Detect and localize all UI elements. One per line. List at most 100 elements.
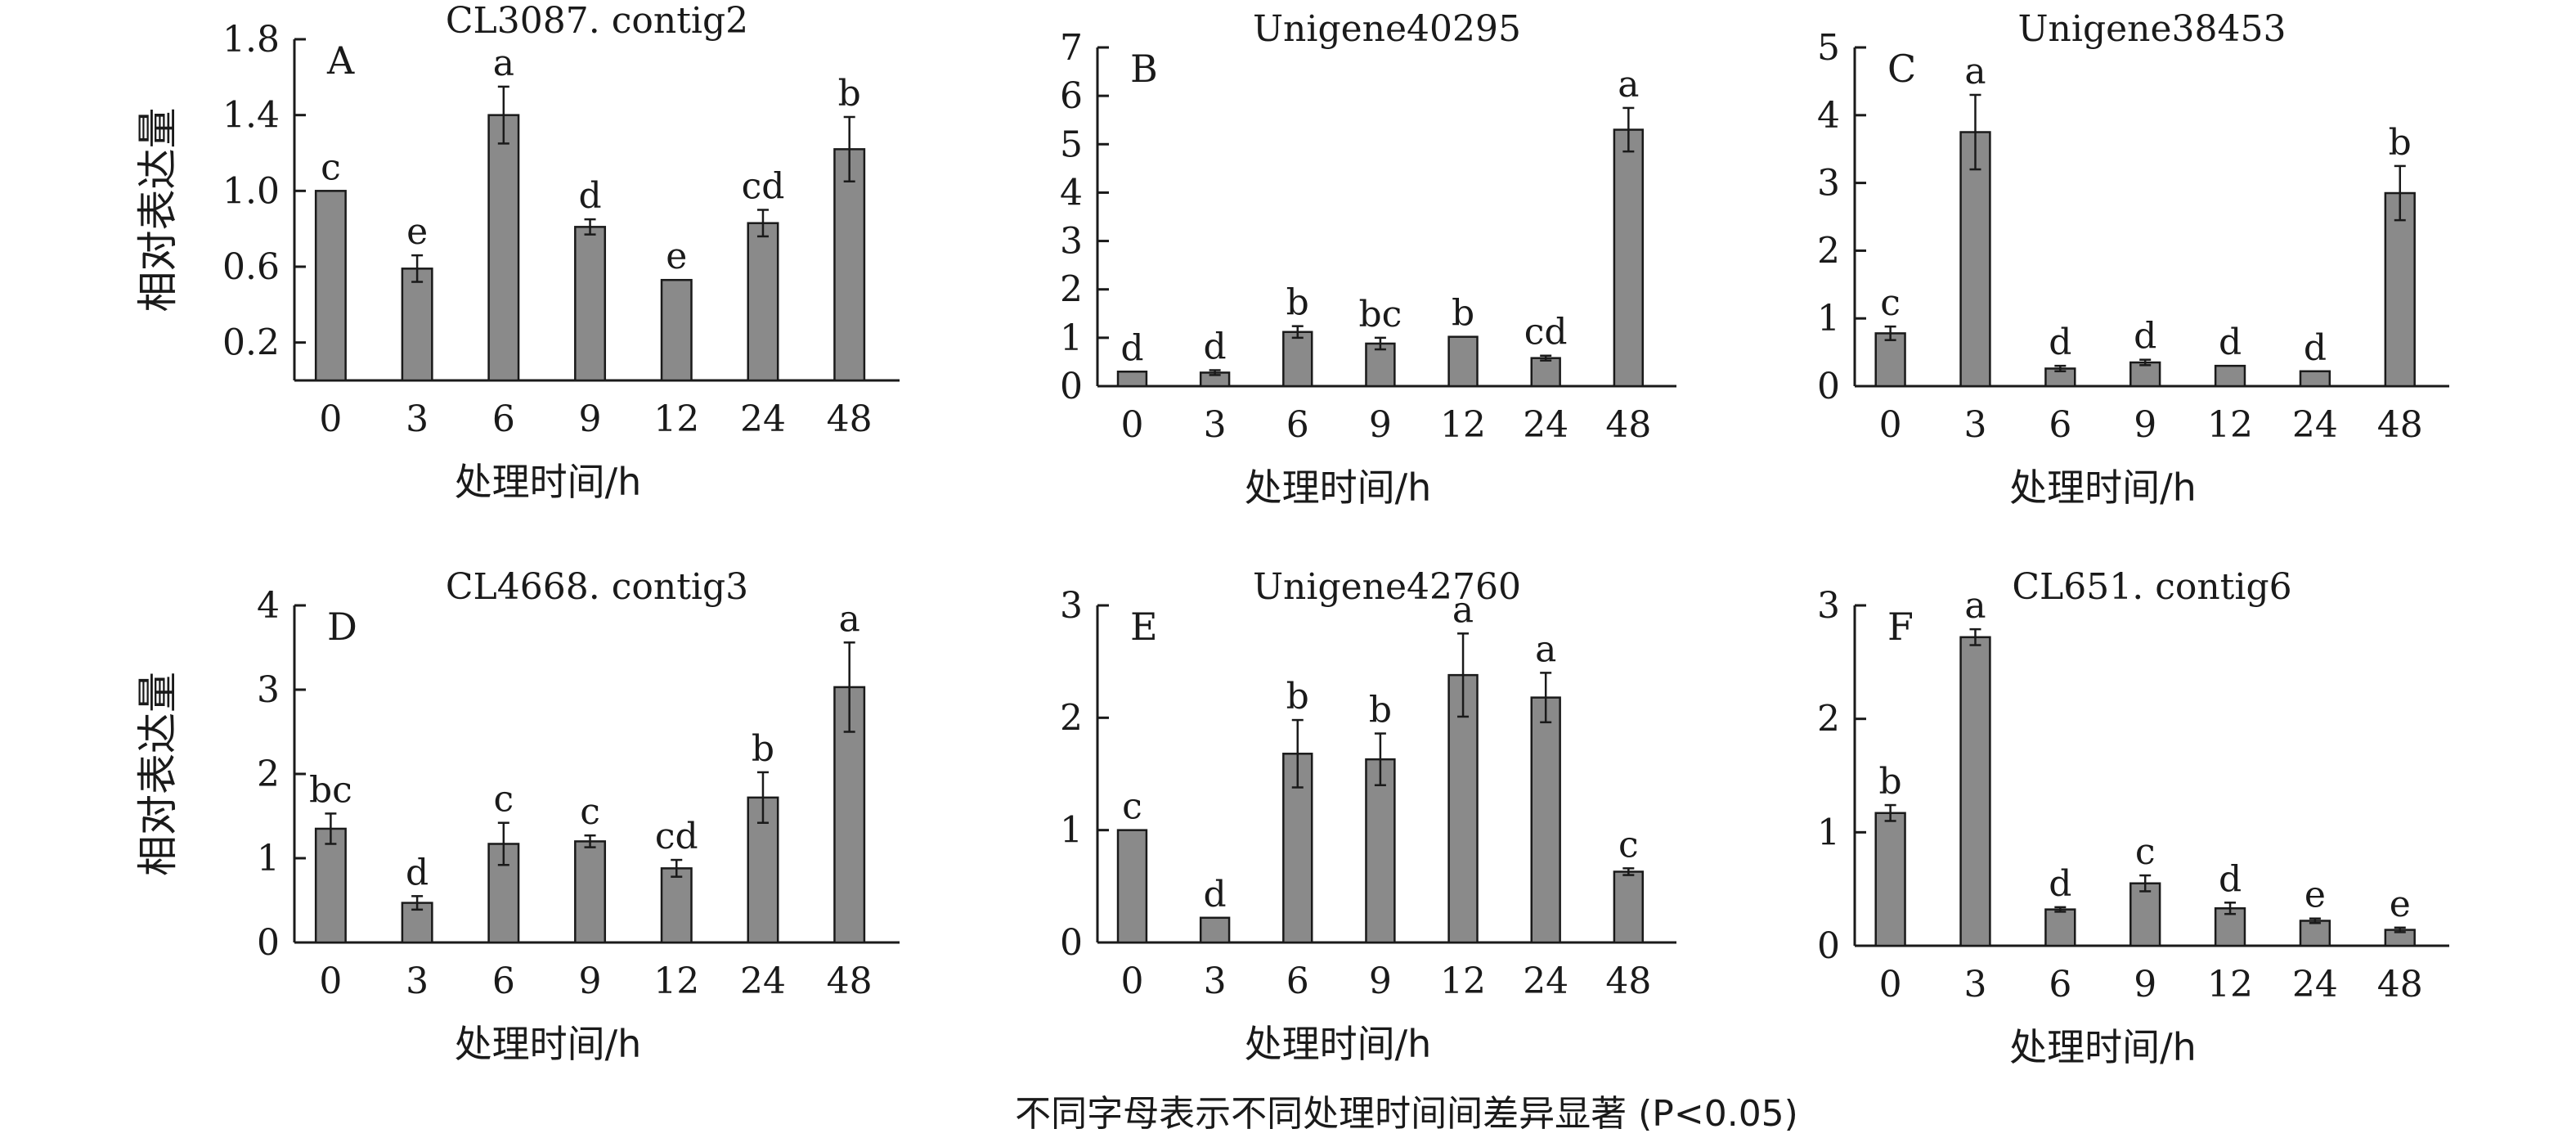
chart-e-sig-letter: c [1618,824,1639,866]
chart-f-ytick-label: 2 [1817,699,1840,740]
chart-f-ytick-label: 1 [1817,812,1840,853]
chart-a-bar [747,222,779,382]
chart-c-sig-letter: c [1880,282,1901,324]
chart-f-xtick-label: 3 [1963,964,1986,1005]
chart-f-bar [2129,882,2161,947]
chart-e-xtick-label: 3 [1204,960,1227,1002]
chart-c-xtick-label: 48 [2377,404,2423,446]
chart-b-ytick-label: 0 [1060,366,1083,407]
chart-b-xtick-label: 12 [1440,404,1486,446]
chart-a: 0.2 0.6 1.0 1.4 1.8 CL3087. contig2 Ac 0 e 3 a 6 d 9 e… [134,0,900,504]
chart-e-ytick-label: 2 [1060,697,1083,739]
chart-b-ytick-label: 5 [1060,124,1083,165]
chart-c-ytick-label: 4 [1817,95,1840,137]
chart-d-sig-letter: c [494,779,514,821]
chart-f-xtick-label: 6 [2049,964,2071,1005]
chart-d-sig-letter: b [752,728,774,770]
chart-b-panel-letter: B [1130,47,1158,91]
chart-c-ytick-label: 5 [1817,27,1840,69]
chart-b-sig-letter: cd [1524,312,1568,353]
chart-c-sig-letter: d [2219,322,2242,363]
chart-d-xlabel: 处理时间/h [455,1022,642,1066]
chart-e-sig-letter: b [1369,690,1392,731]
chart-a-sig-letter: a [493,43,514,84]
chart-d-ytick-label: 1 [257,838,280,879]
chart-a-bar [660,278,693,382]
chart-f-xtick-label: 24 [2292,964,2338,1005]
chart-b-ytick-label: 3 [1060,221,1083,263]
chart-a-ytick-label: 1.8 [222,19,280,61]
chart-c-bar [1959,131,1991,388]
chart-a-ytick-label: 0.2 [222,322,280,364]
chart-e-ytick-label: 3 [1060,585,1083,627]
chart-b-sig-letter: a [1618,64,1639,106]
chart-f-sig-letter: e [2304,875,2326,916]
chart-b-ytick-label: 1 [1060,317,1083,359]
chart-b-xtick-label: 3 [1204,404,1227,446]
chart-e-xtick-label: 6 [1286,960,1309,1002]
chart-a-bar [574,226,607,382]
chart-c-bar [2129,361,2161,388]
chart-f-panel-letter: F [1887,605,1914,649]
chart-b-xtick-label: 48 [1605,404,1651,446]
chart-f-bar [1874,812,1906,947]
chart-a-bar [833,148,866,382]
chart-f-sig-letter: c [2135,831,2156,873]
chart-a-xtick-label: 9 [579,398,602,440]
chart-d-ytick-label: 4 [257,585,280,627]
chart-a-sig-letter: c [321,146,341,188]
chart-c-sig-letter: d [2049,322,2071,363]
chart-b-bar [1447,335,1479,388]
chart-b-bar [1282,331,1313,388]
chart-d-sig-letter: bc [309,769,352,811]
chart-a-ytick-label: 1.4 [222,95,280,137]
chart-e-sig-letter: a [1535,628,1556,670]
chart-d-panel-letter: D [327,605,357,649]
chart-a-xtick-label: 48 [827,398,873,440]
chart-d-xtick-label: 12 [653,960,699,1002]
chart-b-xtick-label: 24 [1523,404,1568,446]
chart-c-ytick-label: 2 [1817,230,1840,272]
chart-b-ytick-label: 6 [1060,75,1083,117]
chart-c-xtick-label: 3 [1963,404,1986,446]
chart-e-xtick-label: 48 [1605,960,1651,1002]
chart-d-xtick-label: 48 [827,960,873,1002]
chart-b-xtick-label: 0 [1120,404,1143,446]
chart-a-ytick-label: 1.0 [222,170,280,212]
chart-d-xtick-label: 9 [579,960,602,1002]
chart-a-title: CL3087. contig2 [446,0,748,42]
chart-c-xtick-label: 0 [1879,404,1902,446]
chart-f-sig-letter: d [2219,858,2242,900]
chart-d-ylabel: 相对表达量 [134,672,182,876]
chart-d-sig-letter: c [580,791,600,833]
chart-d-ytick-label: 0 [257,922,280,964]
chart-e-panel-letter: E [1130,605,1158,649]
chart-f-sig-letter: b [1879,761,1902,803]
chart-a-bar [314,190,347,382]
chart-b-ytick-label: 7 [1060,27,1083,69]
chart-c-panel-letter: C [1887,47,1916,91]
chart-f-xtick-label: 12 [2207,964,2253,1005]
chart-f-bar [2299,920,2331,947]
chart-f-ytick-label: 0 [1817,925,1840,967]
chart-d-sig-letter: cd [655,816,698,857]
chart-e-sig-letter: a [1452,589,1474,631]
chart-b-bar [1613,128,1645,388]
chart-e-bar [1530,696,1561,944]
chart-d-sig-letter: d [406,852,429,893]
panels-container: 0.2 0.6 1.0 1.4 1.8 CL3087. contig2 Ac 0 e 3 a 6 d 9 e… [134,0,2449,1069]
chart-c-ytick-label: 1 [1817,298,1840,340]
chart-d-bar [574,840,607,944]
chart-a-xtick-label: 0 [319,398,342,440]
chart-f-sig-letter: d [2049,863,2071,905]
chart-c-xtick-label: 6 [2049,404,2071,446]
chart-c-xtick-label: 12 [2207,404,2253,446]
chart-c-sig-letter: d [2304,327,2327,369]
chart-d-ytick-label: 2 [257,753,280,795]
chart-d-bar [314,827,347,944]
